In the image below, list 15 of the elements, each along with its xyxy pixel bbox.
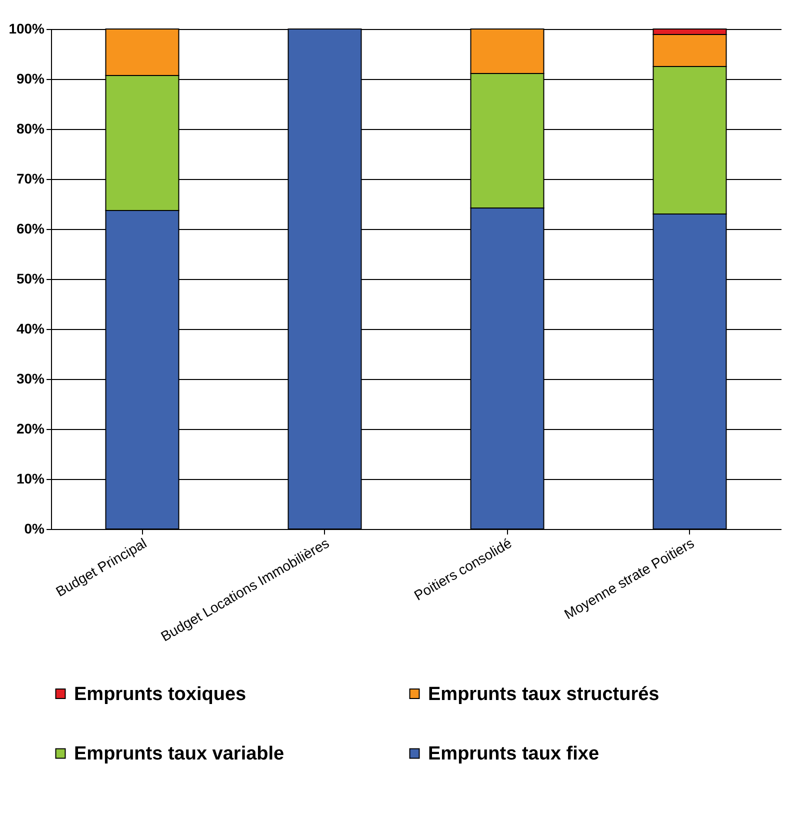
- y-tick-label: 90%: [16, 70, 46, 86]
- y-tick-label: 40%: [16, 320, 46, 336]
- y-tick-label: 60%: [16, 220, 46, 236]
- legend-label: Emprunts toxiques: [74, 684, 246, 705]
- legend-label: Emprunts taux variable: [74, 744, 284, 764]
- y-tick-label: 70%: [16, 170, 46, 186]
- y-tick-label: 100%: [8, 20, 46, 36]
- y-tick-label: 30%: [16, 370, 46, 386]
- y-tick-label: 50%: [16, 270, 46, 286]
- y-tick-label: 20%: [16, 420, 46, 436]
- y-tick-label: 80%: [16, 120, 46, 136]
- y-tick-label: 10%: [16, 470, 46, 486]
- legend-label: Emprunts taux structurés: [428, 684, 660, 705]
- y-tick-label: 0%: [24, 520, 46, 536]
- legend-label: Emprunts taux fixe: [428, 744, 600, 764]
